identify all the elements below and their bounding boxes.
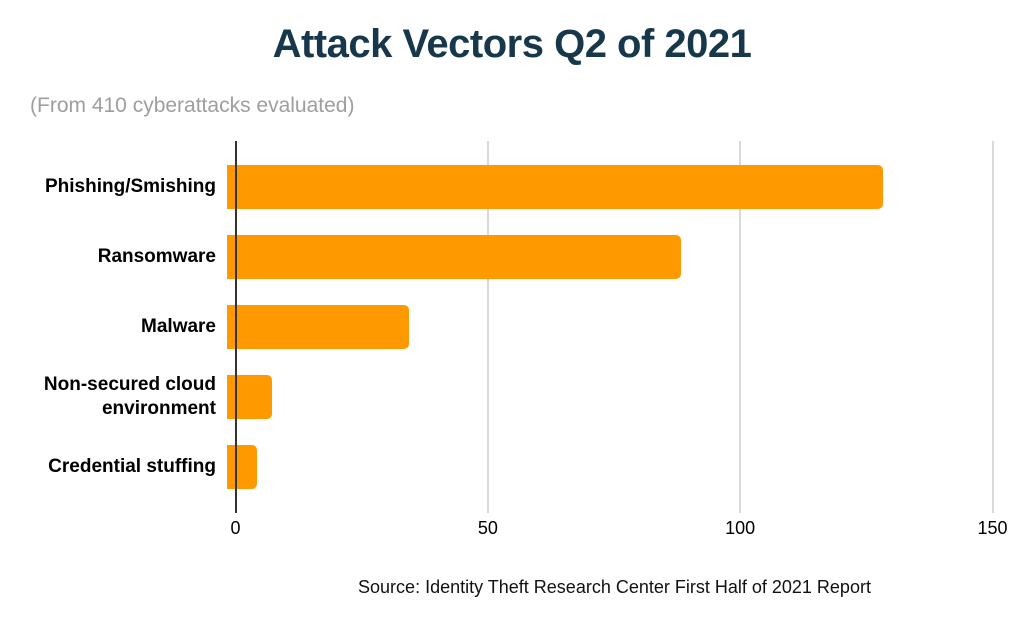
x-tick-label: 150 <box>977 518 1008 538</box>
bar-row: Credential stuffing <box>0 445 1024 489</box>
category-label: Ransomware <box>97 246 216 268</box>
bars-container: Phishing/Smishing Ransomware Malware Non-se… <box>0 141 1024 513</box>
bar-row: Ransomware <box>0 235 1024 279</box>
bar-row: Non-secured cloud environment <box>0 374 1024 419</box>
bar-row: Malware <box>0 305 1024 349</box>
x-tick-label: 0 <box>230 518 241 538</box>
category-label: Phishing/Smishing <box>44 176 216 198</box>
source-note: Source: Identity Theft Research Center F… <box>358 577 871 597</box>
gridline <box>739 141 742 513</box>
category-label: Non-secured cloud environment <box>43 374 216 419</box>
chart-title: Attack Vectors Q2 of 2021 <box>272 22 752 66</box>
bar <box>227 305 409 349</box>
x-tick-label: 100 <box>725 518 756 538</box>
bar <box>227 445 258 489</box>
bar <box>227 235 682 279</box>
gridline <box>991 141 994 513</box>
chart-subtitle: (From 410 cyberattacks evaluated) <box>30 94 355 117</box>
gridline <box>486 141 489 513</box>
x-axis <box>234 141 237 513</box>
category-label: Malware <box>141 316 216 338</box>
bar <box>227 165 884 209</box>
bar-row: Phishing/Smishing <box>0 165 1024 209</box>
category-label: Credential stuffing <box>48 456 216 478</box>
x-tick-label: 50 <box>477 518 498 538</box>
